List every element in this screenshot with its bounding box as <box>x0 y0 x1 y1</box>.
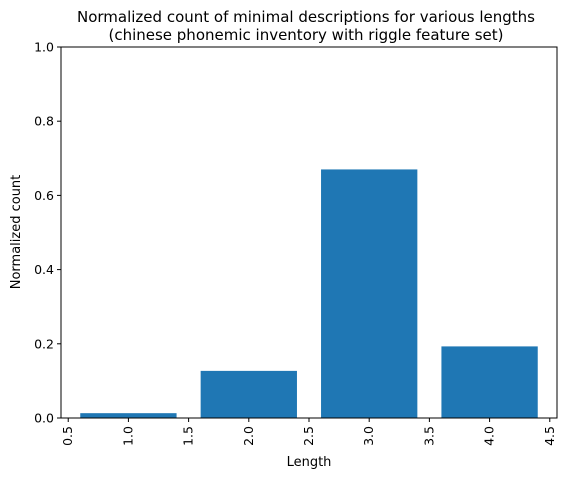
bar-length-4 <box>441 346 538 418</box>
x-tick-label: 0.5 <box>60 426 75 446</box>
x-tick-label: 4.5 <box>542 426 557 446</box>
chart-title-line2: (chinese phonemic inventory with riggle … <box>108 26 503 44</box>
y-tick-label: 0.6 <box>34 188 54 203</box>
y-axis-label: Normalized count <box>9 175 24 290</box>
x-axis-label: Length <box>287 455 332 470</box>
y-axis-ticks: 0.0 0.2 0.4 0.6 0.8 1.0 <box>34 40 61 426</box>
x-tick-label: 1.5 <box>181 426 196 446</box>
x-axis-ticks: 0.5 1.0 1.5 2.0 2.5 3.0 3.5 4.0 4.5 <box>60 418 557 446</box>
y-tick-label: 0.4 <box>34 262 54 277</box>
x-tick-label: 3.5 <box>421 426 436 446</box>
x-tick-label: 4.0 <box>482 426 497 446</box>
bar-length-2 <box>200 370 297 418</box>
y-tick-label: 0.2 <box>34 336 54 351</box>
y-tick-label: 0.0 <box>34 411 54 426</box>
x-tick-label: 2.0 <box>241 426 256 446</box>
x-tick-label: 3.0 <box>361 426 376 446</box>
y-tick-label: 0.8 <box>34 114 54 129</box>
bar-length-3 <box>321 169 418 418</box>
x-tick-label: 2.5 <box>301 426 316 446</box>
plot-frame <box>60 46 558 419</box>
chart-title-line1: Normalized count of minimal descriptions… <box>77 8 535 26</box>
y-tick-label: 1.0 <box>34 40 54 55</box>
x-tick-label: 1.0 <box>120 426 135 446</box>
bar-length-1 <box>80 413 177 418</box>
bars-group <box>80 169 538 418</box>
